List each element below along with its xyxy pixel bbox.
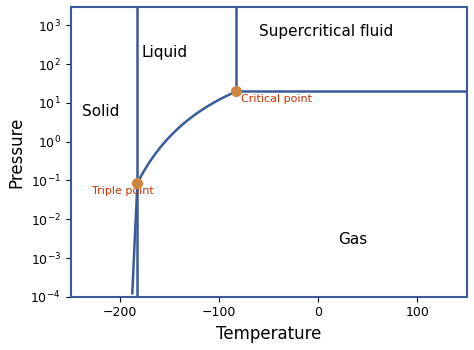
Text: Critical point: Critical point <box>241 93 312 104</box>
Text: Supercritical fluid: Supercritical fluid <box>259 24 393 39</box>
Text: Gas: Gas <box>338 232 367 247</box>
Y-axis label: Pressure: Pressure <box>7 116 25 188</box>
Text: Triple point: Triple point <box>92 186 154 196</box>
Text: Solid: Solid <box>82 104 120 119</box>
X-axis label: Temperature: Temperature <box>216 325 321 343</box>
Text: Liquid: Liquid <box>142 45 188 60</box>
